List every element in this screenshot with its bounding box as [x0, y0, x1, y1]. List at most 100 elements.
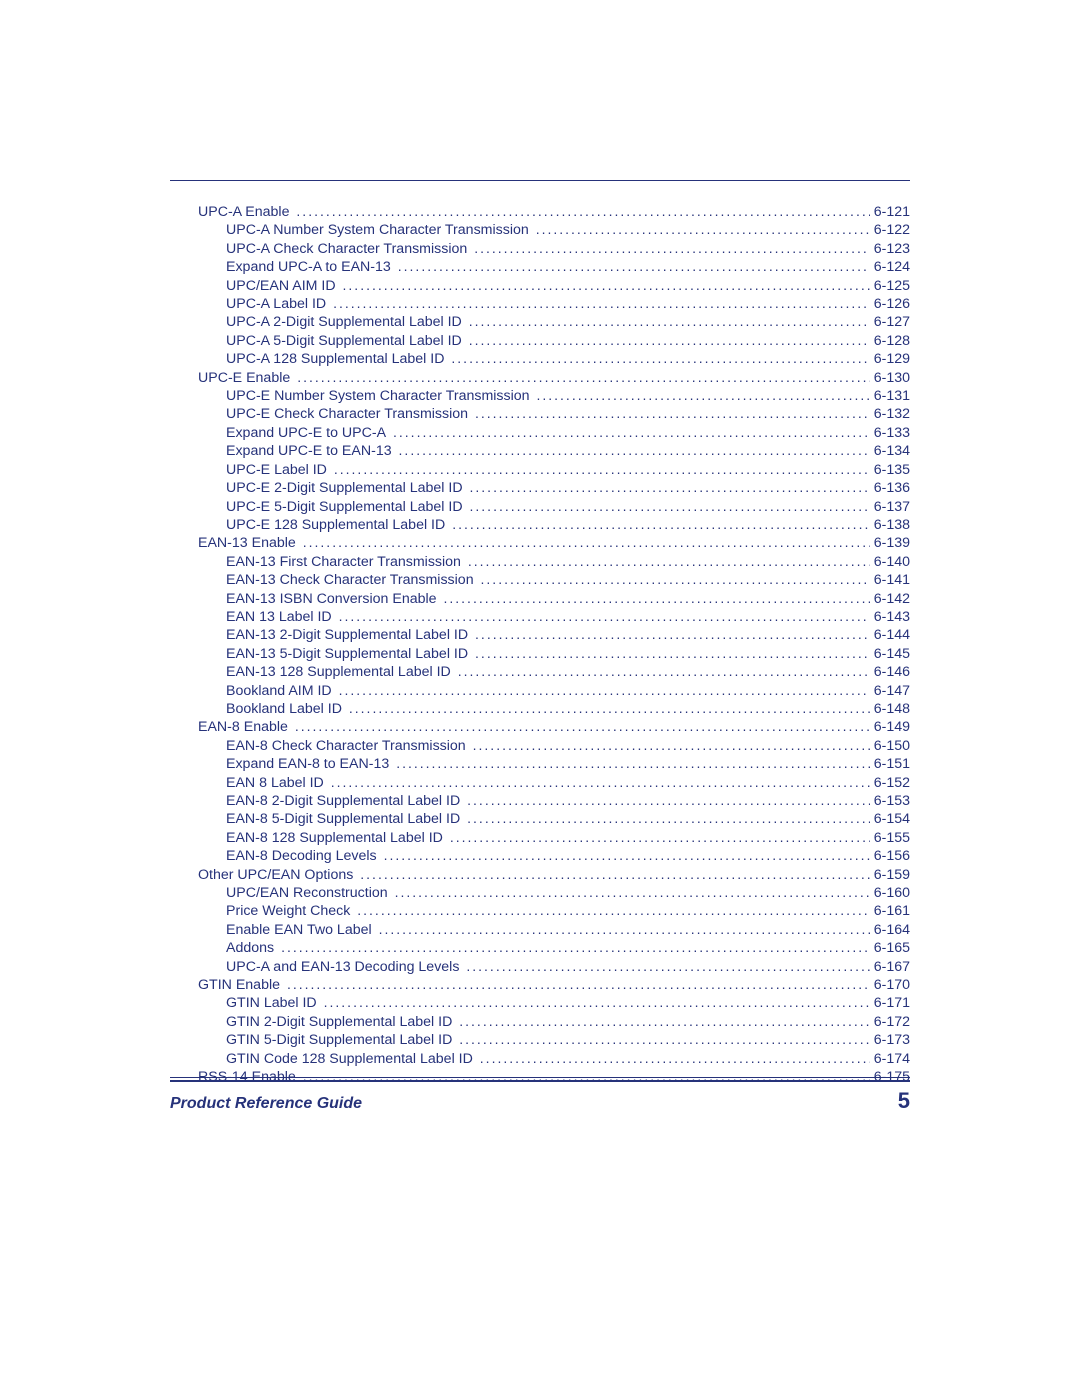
toc-entry[interactable]: UPC-A Number System Character Transmissi… [170, 221, 910, 239]
toc-entry[interactable]: Expand UPC-A to EAN-13 .................… [170, 258, 910, 276]
toc-entry-page: 6-144 [870, 627, 910, 644]
toc-entry[interactable]: EAN-8 Enable ...........................… [170, 718, 910, 736]
toc-entry[interactable]: UPC/EAN Reconstruction .................… [170, 884, 910, 902]
toc-entry[interactable]: Bookland AIM ID ........................… [170, 682, 910, 700]
toc-dot-leader: ........................................… [456, 1031, 870, 1048]
toc-entry-title: UPC-A and EAN-13 Decoding Levels [226, 959, 463, 976]
toc-entry[interactable]: Price Weight Check .....................… [170, 902, 910, 920]
toc-entry[interactable]: EAN 13 Label ID ........................… [170, 608, 910, 626]
toc-entry-page: 6-121 [870, 204, 910, 221]
toc-entry-page: 6-137 [870, 499, 910, 516]
toc-entry[interactable]: UPC-E Number System Character Transmissi… [170, 387, 910, 405]
toc-dot-leader: ........................................… [466, 313, 870, 330]
toc-entry-page: 6-128 [870, 333, 910, 350]
toc-dot-leader: ........................................… [300, 534, 870, 551]
footer-double-rule [170, 1077, 910, 1082]
toc-entry-page: 6-143 [870, 609, 910, 626]
toc-entry-page: 6-151 [870, 756, 910, 773]
toc-entry[interactable]: UPC-E Label ID .........................… [170, 461, 910, 479]
toc-entry-page: 6-156 [870, 848, 910, 865]
toc-entry[interactable]: EAN-13 2-Digit Supplemental Label ID ...… [170, 626, 910, 644]
toc-entry[interactable]: Enable EAN Two Label ...................… [170, 921, 910, 939]
toc-entry-title: UPC-A 2-Digit Supplemental Label ID [226, 314, 466, 331]
toc-entry[interactable]: EAN-13 128 Supplemental Label ID .......… [170, 663, 910, 681]
toc-entry[interactable]: EAN-13 Check Character Transmission ....… [170, 571, 910, 589]
toc-entry[interactable]: GTIN 2-Digit Supplemental Label ID .....… [170, 1013, 910, 1031]
toc-entry-title: UPC-E Check Character Transmission [226, 406, 472, 423]
toc-entry[interactable]: EAN-8 Check Character Transmission .....… [170, 737, 910, 755]
toc-entry[interactable]: UPC-E Check Character Transmission .....… [170, 405, 910, 423]
toc-entry-title: GTIN 2-Digit Supplemental Label ID [226, 1014, 456, 1031]
toc-entry-title: EAN-13 First Character Transmission [226, 554, 465, 571]
toc-entry-page: 6-129 [870, 351, 910, 368]
toc-entry[interactable]: UPC-A 2-Digit Supplemental Label ID ....… [170, 313, 910, 331]
toc-entry[interactable]: UPC-A Label ID .........................… [170, 295, 910, 313]
toc-entry[interactable]: GTIN Label ID ..........................… [170, 994, 910, 1012]
toc-entry-page: 6-161 [870, 903, 910, 920]
toc-entry[interactable]: UPC-E Enable ...........................… [170, 369, 910, 387]
toc-dot-leader: ........................................… [463, 958, 869, 975]
toc-entry-title: EAN-13 ISBN Conversion Enable [226, 591, 441, 608]
toc-entry[interactable]: GTIN Code 128 Supplemental Label ID ....… [170, 1050, 910, 1068]
toc-dot-leader: ........................................… [471, 240, 870, 257]
toc-entry[interactable]: Expand EAN-8 to EAN-13 .................… [170, 755, 910, 773]
toc-dot-leader: ........................................… [466, 332, 870, 349]
toc-entry[interactable]: Bookland Label ID ......................… [170, 700, 910, 718]
toc-entry[interactable]: UPC-A and EAN-13 Decoding Levels .......… [170, 958, 910, 976]
toc-dot-leader: ........................................… [455, 663, 870, 680]
toc-entry[interactable]: UPC-A 5-Digit Supplemental Label ID ....… [170, 332, 910, 350]
toc-entry[interactable]: EAN-13 ISBN Conversion Enable ..........… [170, 590, 910, 608]
toc-entry[interactable]: UPC-A Enable ...........................… [170, 203, 910, 221]
toc-entry[interactable]: EAN-8 2-Digit Supplemental Label ID ....… [170, 792, 910, 810]
toc-dot-leader: ........................................… [331, 461, 870, 478]
toc-entry[interactable]: Expand UPC-E to EAN-13 .................… [170, 442, 910, 460]
footer-guide-title: Product Reference Guide [170, 1095, 362, 1113]
toc-entry[interactable]: EAN-13 First Character Transmission ....… [170, 553, 910, 571]
toc-entry-page: 6-147 [870, 683, 910, 700]
toc-entry-page: 6-170 [870, 977, 910, 994]
toc-entry-page: 6-173 [870, 1032, 910, 1049]
page-footer: Product Reference Guide 5 [170, 1077, 910, 1114]
toc-entry[interactable]: EAN-8 5-Digit Supplemental Label ID ....… [170, 810, 910, 828]
toc-entry[interactable]: EAN-13 Enable ..........................… [170, 534, 910, 552]
toc-entry-page: 6-145 [870, 646, 910, 663]
toc-entry[interactable]: EAN-13 5-Digit Supplemental Label ID ...… [170, 645, 910, 663]
toc-entry[interactable]: Expand UPC-E to UPC-A ..................… [170, 424, 910, 442]
toc-dot-leader: ........................................… [465, 553, 870, 570]
toc-entry-page: 6-155 [870, 830, 910, 847]
toc-entry-page: 6-138 [870, 517, 910, 534]
toc-entry[interactable]: GTIN Enable ............................… [170, 976, 910, 994]
toc-dot-leader: ........................................… [447, 829, 870, 846]
toc-dot-leader: ........................................… [472, 405, 870, 422]
toc-dot-leader: ........................................… [456, 1013, 870, 1030]
toc-dot-leader: ........................................… [390, 424, 870, 441]
toc-entry-page: 6-131 [870, 388, 910, 405]
toc-entry-page: 6-154 [870, 811, 910, 828]
toc-entry-page: 6-153 [870, 793, 910, 810]
toc-entry[interactable]: Addons .................................… [170, 939, 910, 957]
toc-entry[interactable]: Other UPC/EAN Options ..................… [170, 866, 910, 884]
toc-dot-leader: ........................................… [464, 792, 870, 809]
toc-entry[interactable]: EAN-8 128 Supplemental Label ID ........… [170, 829, 910, 847]
toc-entry-page: 6-136 [870, 480, 910, 497]
toc-entry[interactable]: UPC-E 2-Digit Supplemental Label ID ....… [170, 479, 910, 497]
toc-entry-title: EAN-8 Decoding Levels [226, 848, 381, 865]
toc-dot-leader: ........................................… [278, 939, 870, 956]
toc-entry[interactable]: EAN-8 Decoding Levels ..................… [170, 847, 910, 865]
toc-entry-title: Other UPC/EAN Options [198, 867, 357, 884]
toc-entry[interactable]: UPC/EAN AIM ID .........................… [170, 277, 910, 295]
toc-entry[interactable]: UPC-A 128 Supplemental Label ID ........… [170, 350, 910, 368]
toc-entry-title: UPC-E 128 Supplemental Label ID [226, 517, 449, 534]
toc-dot-leader: ........................................… [294, 369, 870, 386]
toc-dot-leader: ........................................… [392, 884, 870, 901]
footer-row: Product Reference Guide 5 [170, 1088, 910, 1114]
toc-dot-leader: ........................................… [354, 902, 870, 919]
toc-entry[interactable]: UPC-E 128 Supplemental Label ID ........… [170, 516, 910, 534]
toc-entry[interactable]: UPC-A Check Character Transmission .....… [170, 240, 910, 258]
toc-entry[interactable]: EAN 8 Label ID .........................… [170, 774, 910, 792]
toc-entry[interactable]: UPC-E 5-Digit Supplemental Label ID ....… [170, 498, 910, 516]
toc-entry-title: Expand UPC-A to EAN-13 [226, 259, 395, 276]
toc-entry-title: EAN-8 128 Supplemental Label ID [226, 830, 447, 847]
toc-entry[interactable]: GTIN 5-Digit Supplemental Label ID .....… [170, 1031, 910, 1049]
toc-entry-page: 6-149 [870, 719, 910, 736]
